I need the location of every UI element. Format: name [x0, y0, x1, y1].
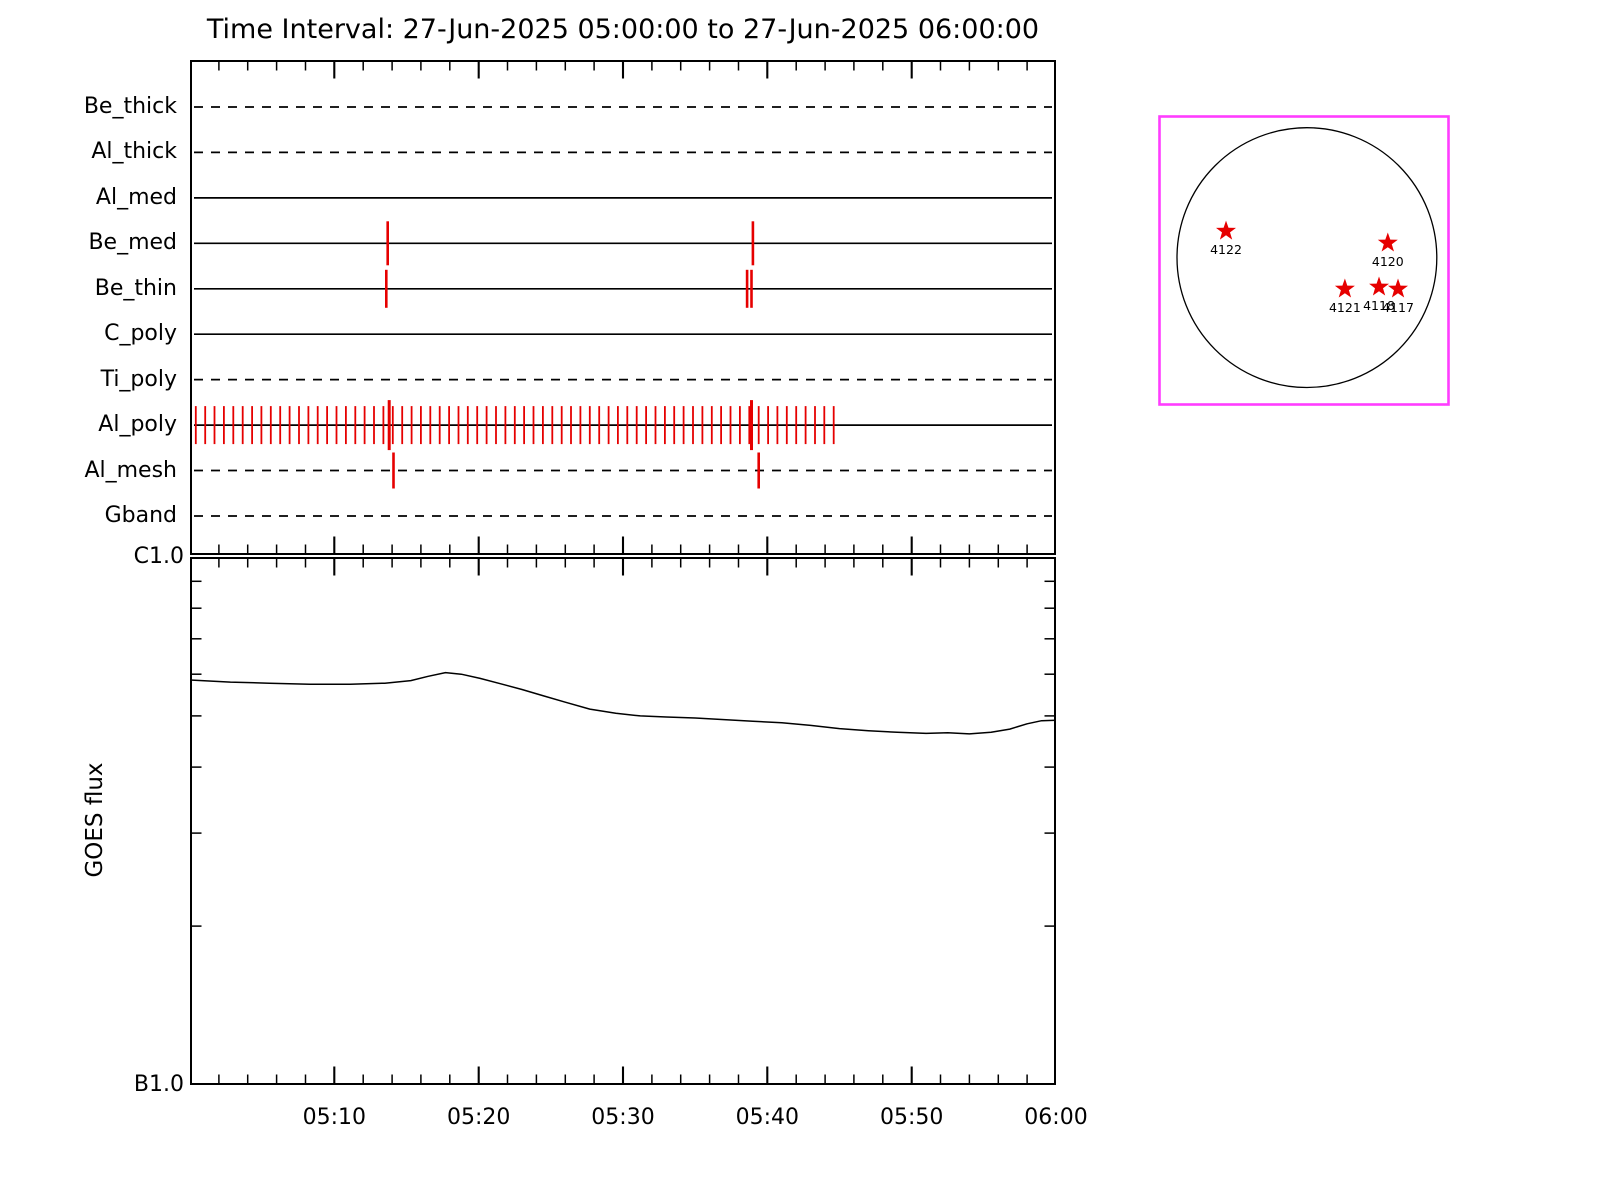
filter-row-label-ti_poly: Ti_poly [100, 366, 177, 392]
solar-disk-border [1158, 115, 1450, 406]
active-region-star-icon [1377, 232, 1398, 252]
active-region-star-icon [1216, 220, 1236, 240]
time-axis-labels: 05:10 05:20 05:30 05:40 05:50 06:00 [190, 1103, 1150, 1137]
filter-row-label-be_med: Be_med [88, 230, 177, 256]
goes-flux-panel [190, 557, 1056, 1085]
filter-row-label-gband: Gband [104, 502, 177, 528]
time-tick-label-05-30: 05:30 [591, 1105, 655, 1130]
active-region-star-icon [1334, 278, 1355, 298]
goes-axis-bottom-label: B1.0 [133, 1072, 184, 1097]
filter-row-label-al_med: Al_med [95, 184, 177, 210]
filter-row-label-be_thin: Be_thin [94, 275, 177, 301]
filter-row-label-c_poly: C_poly [104, 321, 177, 347]
time-tick-label-06-00: 06:00 [1024, 1105, 1088, 1130]
active-region-label: 4118 [1363, 298, 1395, 313]
time-tick-label-05-10: 05:10 [302, 1105, 367, 1130]
goes-flux-curve [190, 671, 1056, 735]
solar-limb-circle [1176, 127, 1438, 389]
filter-row-label-be_thick: Be_thick [83, 94, 177, 119]
active-region-star-icon [1369, 276, 1389, 296]
plot-title: Time Interval: 27-Jun-2025 05:00:00 to 2… [206, 14, 1040, 45]
time-tick-label-05-50: 05:50 [879, 1105, 944, 1130]
time-tick-label-05-20: 05:20 [446, 1105, 511, 1130]
active-region-label: 4121 [1329, 300, 1361, 315]
time-tick-label-05-40: 05:40 [735, 1105, 800, 1130]
active-region-label: 4117 [1382, 300, 1414, 315]
filter-row-labels: Be_thick Al_thick Al_med Be_med Be_thin C_pol… [0, 60, 184, 555]
goes-flux-axis-label: GOES flux [82, 762, 108, 878]
filter-row-label-al_mesh: Al_mesh [84, 457, 177, 483]
filter-row-label-al_thick: Al_thick [91, 139, 177, 165]
filter-row-label-al_poly: Al_poly [98, 412, 177, 438]
active-region-star-icon [1388, 278, 1408, 298]
goes-axis-top-label: C1.0 [133, 544, 184, 569]
active-region-label: 4122 [1210, 242, 1242, 257]
active-region-label: 4120 [1372, 254, 1404, 269]
goes-frame [190, 557, 1056, 1085]
timeline-frame [190, 60, 1056, 555]
filter-timeline-panel [190, 60, 1056, 555]
